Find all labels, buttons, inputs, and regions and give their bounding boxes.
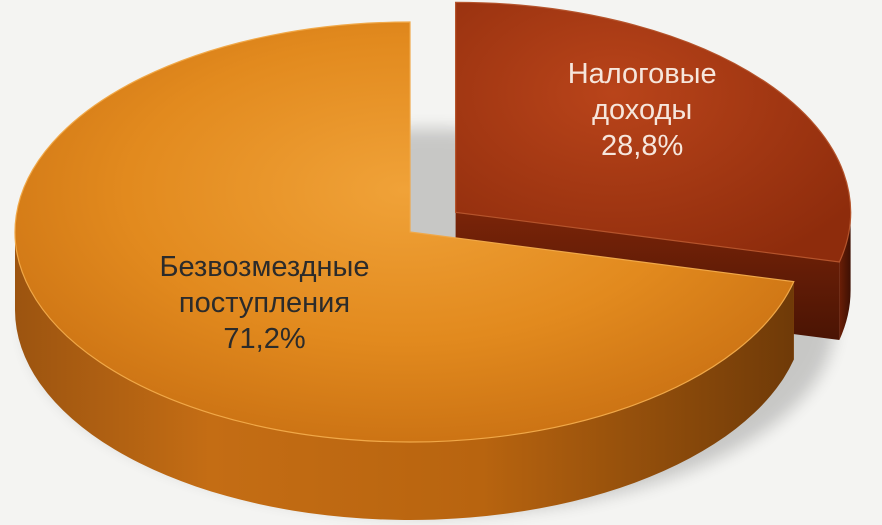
slice-name-label: Налоговые xyxy=(568,58,717,90)
slice-value-label: 71,2% xyxy=(223,323,305,355)
slice-name-label: доходы xyxy=(592,94,692,126)
slice-name-label: Безвозмездные xyxy=(159,251,369,283)
slice-name-label: поступления xyxy=(179,287,350,319)
slice-value-label: 28,8% xyxy=(601,130,683,162)
